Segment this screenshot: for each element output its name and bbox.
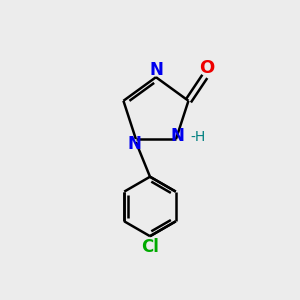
Text: N: N: [149, 61, 163, 79]
Text: N: N: [128, 135, 141, 153]
Text: N: N: [171, 127, 184, 145]
Text: Cl: Cl: [141, 238, 159, 256]
Text: O: O: [199, 59, 214, 77]
Text: -H: -H: [190, 130, 206, 144]
